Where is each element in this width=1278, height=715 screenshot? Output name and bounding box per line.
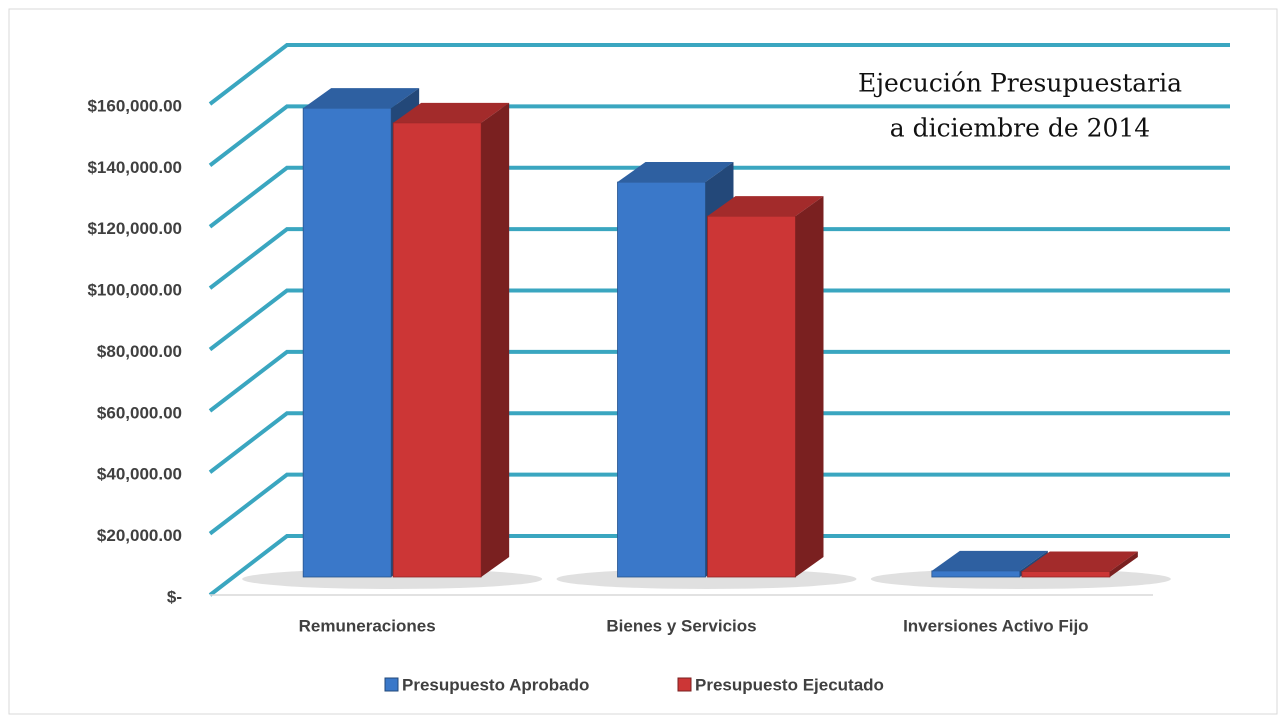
legend-swatch <box>384 677 399 692</box>
bar-top <box>707 196 824 217</box>
bar-side <box>1109 551 1138 577</box>
bar-front <box>931 570 1021 578</box>
y-tick-label: $20,000.00 <box>97 526 182 545</box>
bar-front <box>392 122 482 578</box>
y-tick-label: $100,000.00 <box>87 281 182 300</box>
bar-front <box>302 107 392 578</box>
bar <box>392 102 510 578</box>
grid-line <box>208 349 1230 413</box>
y-tick-label: $120,000.00 <box>87 219 182 238</box>
x-tick-label: Inversiones Activo Fijo <box>903 616 1088 635</box>
legend-label: Presupuesto Aprobado <box>402 675 589 694</box>
x-tick-label: Bienes y Servicios <box>606 616 756 635</box>
bar-side <box>481 102 510 577</box>
bar-top <box>1021 551 1138 572</box>
bar-side <box>795 196 824 578</box>
bar-top <box>931 550 1048 571</box>
grid-line <box>208 165 1230 229</box>
y-tick-label: $140,000.00 <box>87 158 182 177</box>
y-tick-label: $80,000.00 <box>97 342 182 361</box>
grid-line <box>208 411 1230 474</box>
grid-line <box>208 288 1230 352</box>
bar <box>707 196 824 578</box>
legend-swatch <box>677 677 692 692</box>
y-tick-label: $160,000.00 <box>87 96 182 115</box>
bar-top <box>617 162 734 183</box>
chart-subtitle: a diciembre de 2014 <box>890 114 1150 143</box>
grid-line <box>208 472 1230 536</box>
y-tick-label: $40,000.00 <box>97 465 182 484</box>
x-tick-label: Remuneraciones <box>299 616 436 635</box>
y-tick-label: $- <box>167 587 182 606</box>
bar-top <box>393 102 510 123</box>
y-tick-label: $60,000.00 <box>97 403 182 422</box>
bar <box>1021 551 1138 578</box>
grid-line <box>208 534 1230 597</box>
grid-line <box>208 227 1230 290</box>
bar-front <box>707 215 796 578</box>
bar-front <box>617 181 706 578</box>
bar-top <box>303 88 420 109</box>
grid-line <box>208 43 1230 106</box>
chart-title: Ejecución Presupuestaria <box>858 69 1182 98</box>
bar-front <box>1021 571 1111 578</box>
legend-label: Presupuesto Ejecutado <box>695 675 884 694</box>
grid-line <box>208 104 1230 167</box>
